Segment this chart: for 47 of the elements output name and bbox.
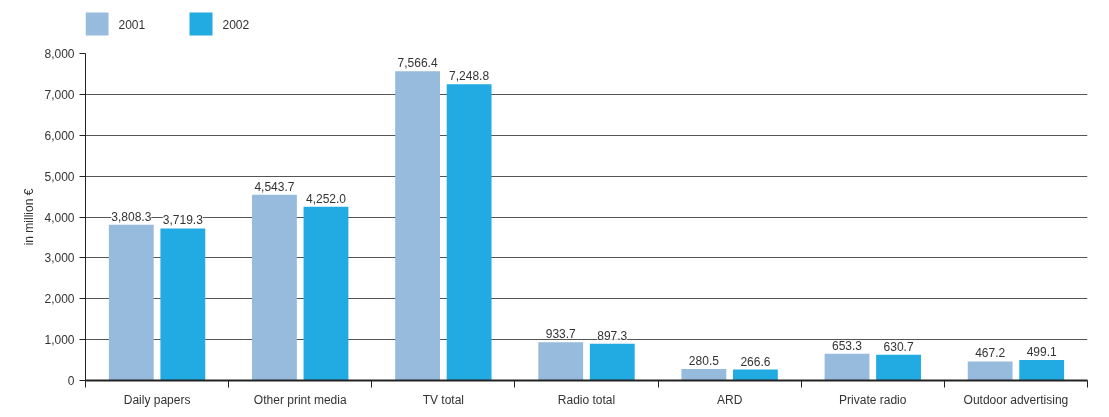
data-label: 467.2: [975, 346, 1006, 361]
bar: [681, 369, 727, 381]
y-tick-label: 6,000: [44, 128, 75, 143]
x-tick-label: ARD: [716, 392, 743, 407]
data-label: 3,808.3: [111, 209, 152, 224]
data-label: 630.7: [883, 339, 914, 354]
bar: [538, 342, 584, 381]
data-label: 499.1: [1026, 345, 1058, 360]
data-label: 280.5: [688, 354, 720, 369]
bar: [160, 228, 206, 381]
x-tick-label: Outdoor advertising: [963, 392, 1069, 407]
x-tick-label: Radio total: [557, 392, 616, 407]
data-label: 933.7: [545, 327, 577, 342]
y-tick-label: 8,000: [44, 47, 75, 61]
data-label: 897.3: [597, 328, 628, 343]
bar: [108, 224, 154, 381]
x-tick-label: TV total: [422, 392, 465, 407]
y-tick-label: 5,000: [44, 169, 75, 184]
bar: [876, 354, 921, 381]
legend-label: 2001: [118, 17, 146, 32]
data-label: 7,566.4: [397, 56, 438, 71]
data-label: 266.6: [740, 354, 771, 369]
y-tick-label: 7,000: [44, 87, 75, 102]
y-tick-label: 4,000: [44, 210, 75, 225]
legend-label: 2002: [222, 17, 250, 32]
bar: [967, 361, 1013, 381]
data-label: 3,719.3: [162, 213, 204, 228]
data-label: 4,543.7: [254, 179, 295, 194]
x-tick-label: Daily papers: [123, 392, 191, 407]
y-tick-label: 3,000: [44, 251, 75, 266]
y-tick-label: 2,000: [44, 292, 75, 307]
bar: [1019, 360, 1065, 381]
y-axis-title: in million €: [22, 188, 37, 246]
data-label: 7,248.8: [449, 69, 490, 84]
bar: [589, 343, 635, 381]
data-label: 653.3: [832, 338, 863, 353]
bar: [446, 84, 492, 381]
bar: [395, 71, 441, 381]
bar: [303, 206, 349, 381]
bar: [732, 369, 778, 381]
y-tick-label: 1,000: [44, 333, 75, 348]
bar: [824, 353, 870, 381]
x-tick-label: Other print media: [253, 392, 347, 407]
data-label: 4,252.0: [305, 191, 347, 206]
x-tick-label: Private radio: [839, 392, 907, 407]
bar: [252, 194, 297, 381]
y-tick-label: 0: [67, 374, 75, 388]
